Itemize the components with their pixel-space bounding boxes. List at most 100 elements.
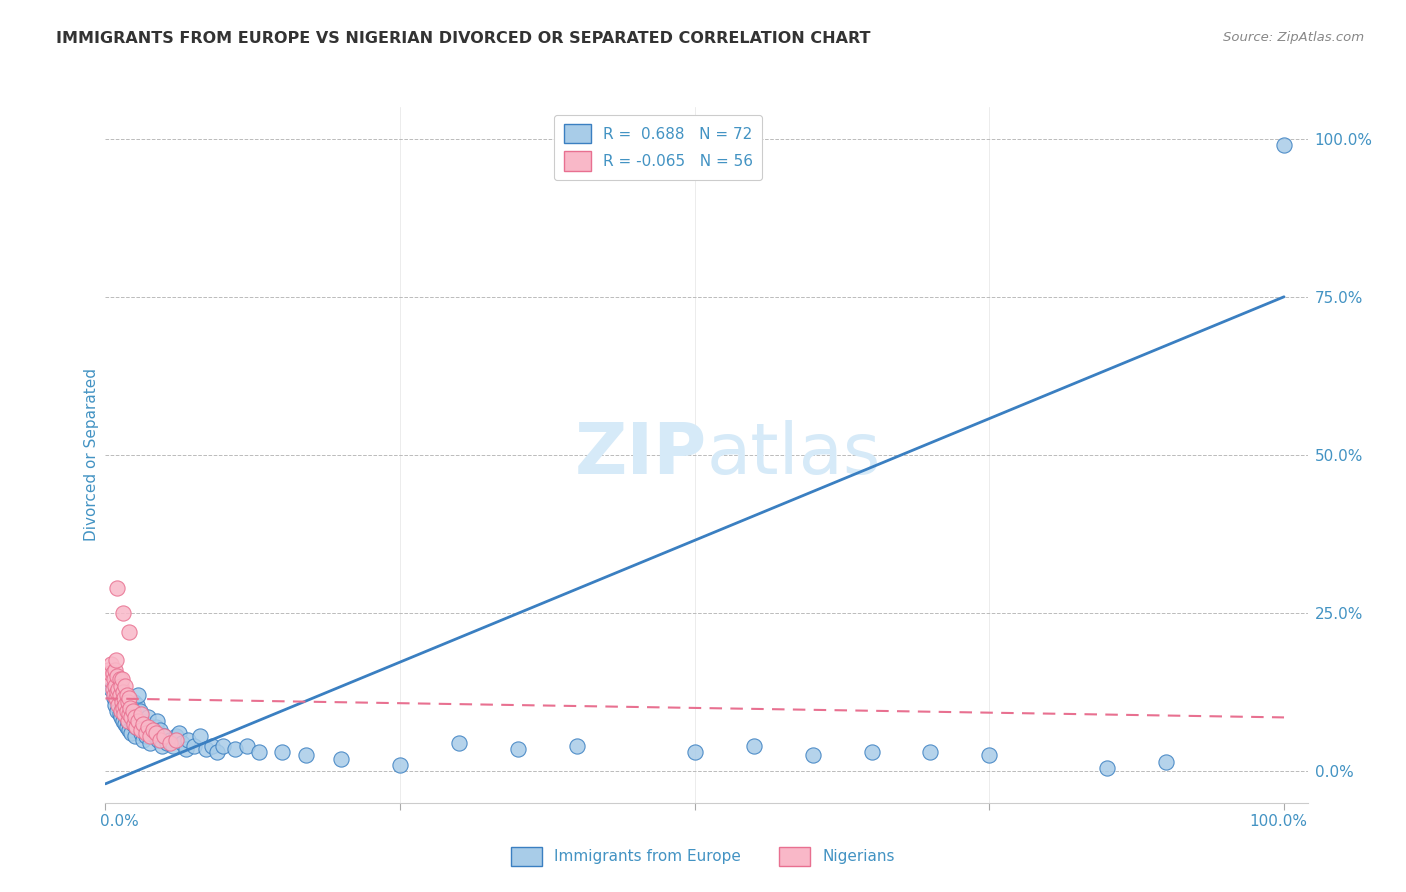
Point: [121, 704, 143, 718]
Point: [121, 716, 143, 731]
Point: [103, 691, 125, 706]
Point: [131, 714, 153, 728]
Point: [128, 704, 150, 718]
Point: [132, 716, 155, 731]
Point: [801, 748, 824, 763]
Point: [118, 723, 141, 737]
Point: [114, 679, 136, 693]
Point: [112, 707, 135, 722]
Point: [170, 736, 193, 750]
Point: [120, 701, 142, 715]
Point: [110, 679, 132, 693]
Point: [200, 739, 222, 753]
Point: [142, 726, 165, 740]
Y-axis label: Divorced or Separated: Divorced or Separated: [83, 368, 98, 541]
Point: [118, 707, 141, 722]
Point: [167, 726, 190, 740]
Point: [112, 691, 135, 706]
Point: [127, 698, 149, 712]
Point: [111, 701, 134, 715]
Point: [98, 666, 121, 681]
Point: [112, 714, 135, 728]
Point: [98, 673, 121, 687]
Point: [111, 695, 134, 709]
Point: [162, 739, 184, 753]
Point: [108, 707, 131, 722]
Point: [108, 673, 131, 687]
Point: [145, 720, 167, 734]
Point: [104, 663, 127, 677]
Text: ZIP: ZIP: [574, 420, 707, 490]
Point: [224, 742, 246, 756]
Point: [118, 691, 141, 706]
Point: [97, 663, 120, 677]
Point: [118, 625, 141, 640]
Point: [107, 698, 129, 712]
Point: [860, 745, 883, 759]
Point: [183, 739, 205, 753]
Point: [115, 688, 138, 702]
Point: [104, 698, 127, 712]
Legend: R =  0.688   N = 72, R = -0.065   N = 56: R = 0.688 N = 72, R = -0.065 N = 56: [554, 115, 762, 180]
Point: [150, 739, 173, 753]
Point: [145, 726, 167, 740]
Point: [159, 736, 181, 750]
Point: [447, 736, 470, 750]
Point: [236, 739, 259, 753]
Point: [120, 710, 142, 724]
Point: [105, 704, 128, 718]
Point: [330, 751, 353, 765]
Point: [110, 710, 132, 724]
Point: [100, 657, 122, 671]
Point: [124, 710, 146, 724]
Point: [103, 673, 125, 687]
Point: [101, 666, 124, 681]
Point: [742, 739, 765, 753]
Point: [107, 681, 129, 696]
Point: [105, 691, 128, 706]
Point: [920, 745, 942, 759]
Point: [134, 723, 156, 737]
Text: IMMIGRANTS FROM EUROPE VS NIGERIAN DIVORCED OR SEPARATED CORRELATION CHART: IMMIGRANTS FROM EUROPE VS NIGERIAN DIVOR…: [56, 31, 870, 46]
Point: [124, 730, 146, 744]
Point: [136, 720, 159, 734]
Point: [159, 732, 181, 747]
Point: [125, 720, 148, 734]
Point: [127, 714, 149, 728]
Point: [112, 606, 135, 620]
Point: [146, 714, 169, 728]
Point: [122, 695, 145, 709]
Point: [114, 698, 136, 712]
Point: [174, 742, 197, 756]
Point: [247, 745, 270, 759]
Point: [165, 730, 187, 744]
Point: [153, 730, 176, 744]
Point: [104, 679, 127, 693]
Point: [122, 716, 145, 731]
Point: [138, 726, 160, 740]
Point: [111, 673, 134, 687]
Point: [105, 685, 128, 699]
Point: [135, 730, 157, 744]
Point: [177, 732, 200, 747]
Point: [132, 732, 155, 747]
Text: 100.0%: 100.0%: [1250, 814, 1308, 830]
Point: [565, 739, 588, 753]
Point: [115, 704, 138, 718]
Point: [129, 726, 152, 740]
Point: [683, 745, 706, 759]
Point: [142, 723, 165, 737]
Point: [153, 730, 176, 744]
Point: [1154, 755, 1177, 769]
Point: [112, 685, 135, 699]
Point: [979, 748, 1001, 763]
Point: [139, 730, 162, 744]
Point: [112, 704, 135, 718]
Point: [149, 723, 172, 737]
Point: [114, 716, 136, 731]
Text: 0.0%: 0.0%: [100, 814, 138, 830]
Point: [194, 742, 217, 756]
Point: [105, 653, 128, 667]
Point: [100, 681, 122, 696]
Point: [1097, 761, 1119, 775]
